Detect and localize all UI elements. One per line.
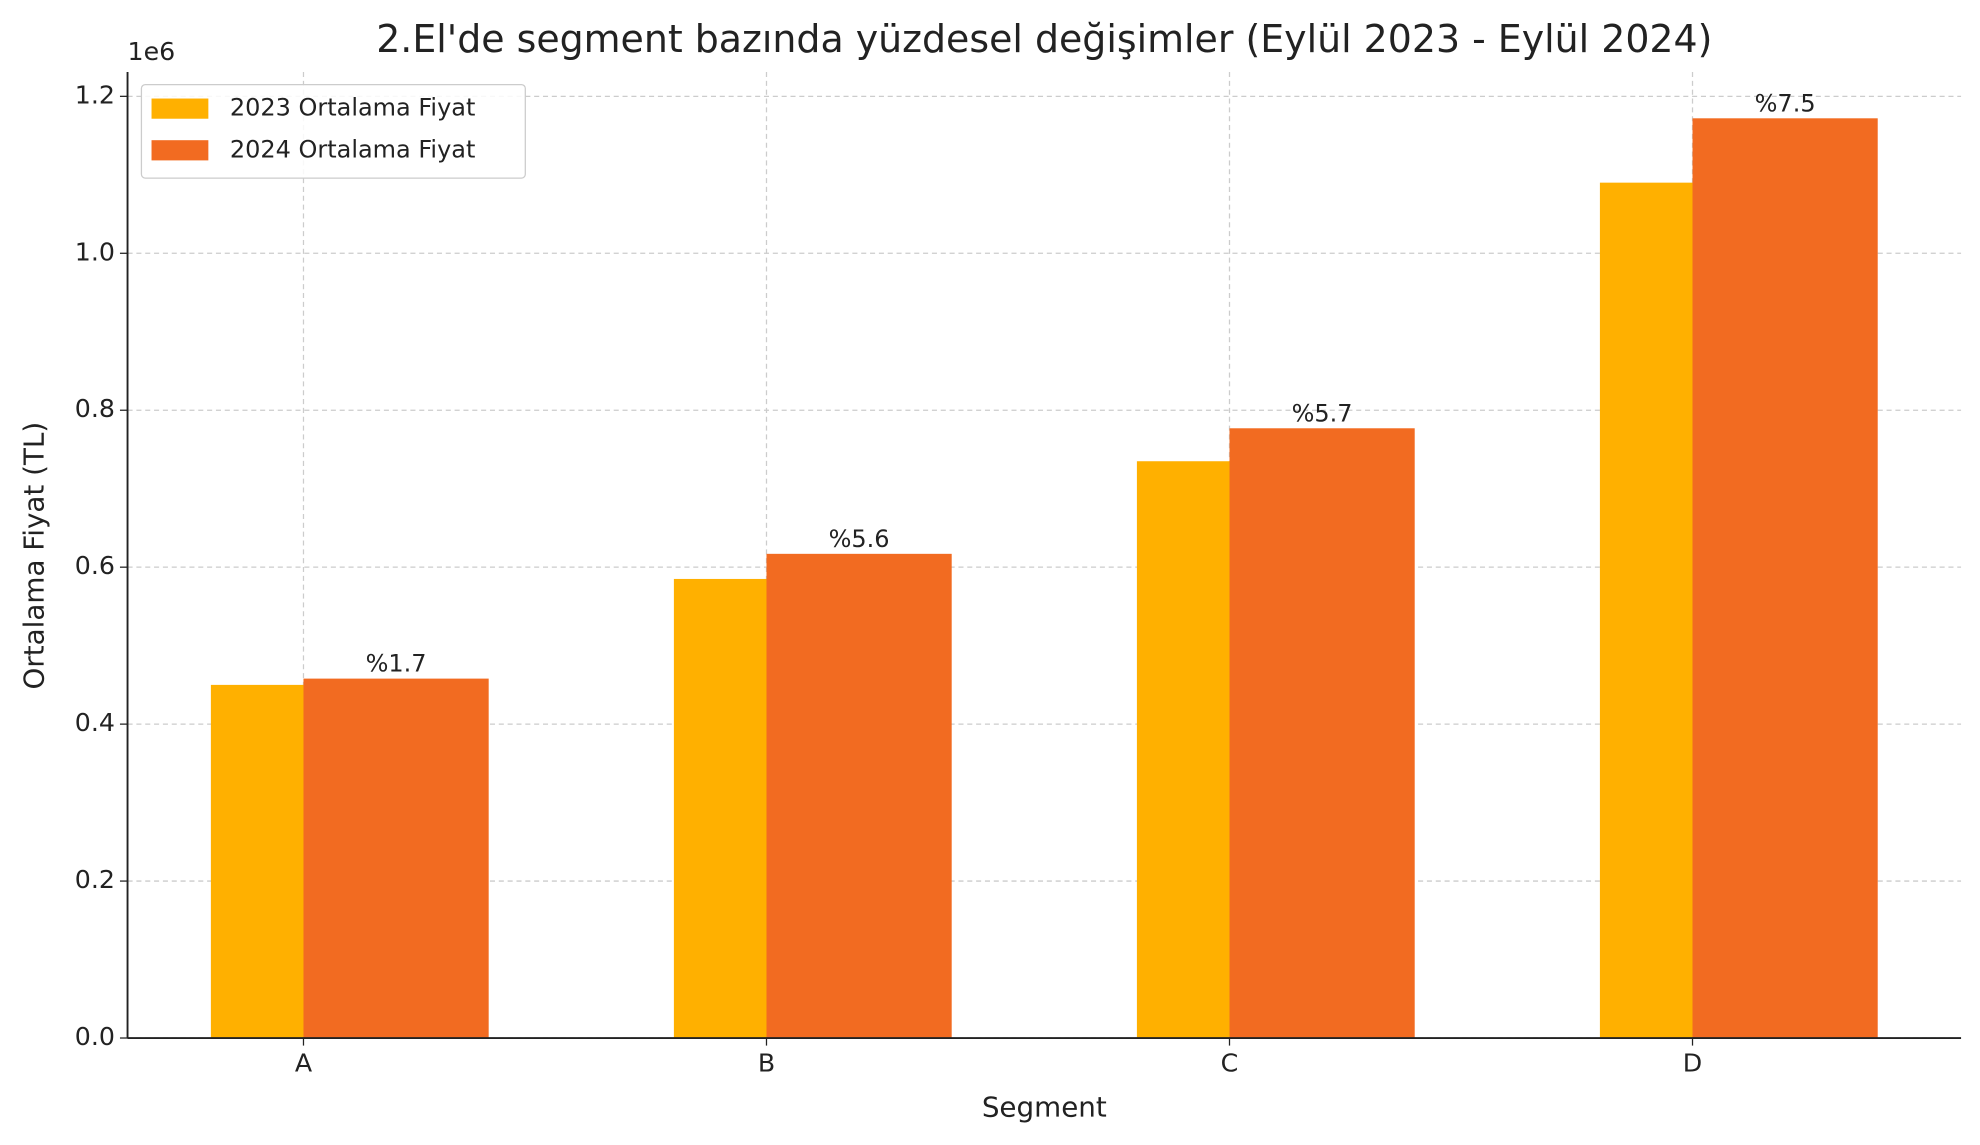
x-tick-label: B [758,1049,775,1078]
y-tick-label: 1.2 [75,80,115,109]
bar [766,553,952,1039]
bar [1229,428,1415,1039]
x-tick-label: A [295,1049,313,1078]
legend-box [140,84,526,179]
x-axis-label: Segment [982,1091,1107,1124]
bar-annotation: %1.7 [366,650,427,678]
x-tick-label: C [1221,1049,1239,1078]
legend-swatch [151,98,209,119]
y-tick-label: 0.6 [75,551,115,580]
bar [1692,118,1878,1039]
y-tick-label: 0.8 [75,394,115,423]
y-tick-label: 0.0 [75,1022,115,1051]
y-axis-label: Ortalama Fiyat (TL) [17,422,50,690]
legend-label: 2024 Ortalama Fiyat [230,135,476,163]
legend-label: 2023 Ortalama Fiyat [230,94,476,122]
y-tick-label: 1.0 [75,237,115,266]
legend-swatch [151,140,209,161]
bar-annotation: %5.6 [829,525,890,553]
y-tick-label: 0.2 [75,865,115,894]
chart-title: 2.El'de segment bazında yüzdesel değişim… [376,17,1712,61]
y-offset-label: 1e6 [128,37,176,66]
bar-annotation: %5.7 [1292,399,1353,427]
y-tick-label: 0.4 [75,708,115,737]
x-tick-label: D [1683,1049,1702,1078]
legend: 2023 Ortalama Fiyat 2024 Ortalama Fiyat [140,84,526,179]
bar [303,678,489,1039]
bar-annotation: %7.5 [1755,89,1816,117]
